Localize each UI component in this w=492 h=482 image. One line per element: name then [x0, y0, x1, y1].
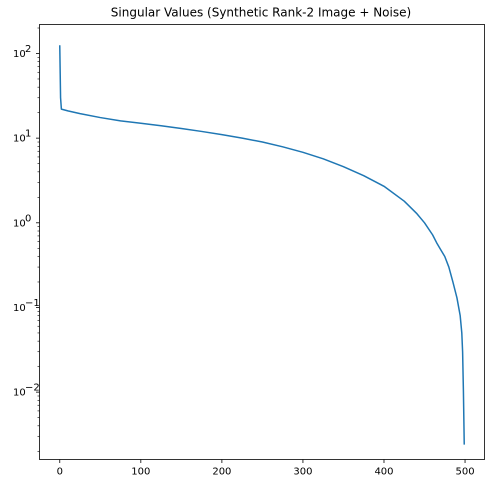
- chart-title: Singular Values (Synthetic Rank-2 Image …: [111, 6, 411, 20]
- y-tick-label: 10 −1: [13, 298, 40, 314]
- series-line-0: [59, 45, 465, 445]
- y-tick-label: 10 1: [13, 129, 31, 145]
- y-tick-label: 10 0: [13, 213, 31, 229]
- y-tick-exponent: −1: [25, 298, 40, 309]
- y-tick-base: 10: [13, 218, 26, 229]
- x-tick-label: 200: [212, 467, 231, 478]
- x-tick-label: 400: [374, 467, 393, 478]
- x-axis: 0 100 200 300 400 500: [57, 459, 475, 478]
- x-tick-label: 500: [455, 467, 474, 478]
- x-tick-label: 0: [57, 467, 63, 478]
- y-tick-base: 10: [13, 49, 26, 60]
- y-tick-label: 10 −2: [13, 383, 40, 399]
- y-tick-base: 10: [13, 134, 26, 145]
- y-tick-exponent: −2: [25, 383, 40, 394]
- plot-area: [59, 45, 465, 445]
- axes-frame: [39, 24, 485, 460]
- y-tick-exponent: 1: [25, 129, 31, 140]
- y-tick-exponent: 0: [25, 213, 31, 224]
- y-tick-exponent: 2: [25, 44, 31, 55]
- x-tick-label: 100: [131, 467, 150, 478]
- y-tick-base: 10: [13, 388, 26, 399]
- y-tick-base: 10: [13, 303, 26, 314]
- x-tick-label: 300: [293, 467, 312, 478]
- y-tick-label: 10 2: [13, 44, 31, 60]
